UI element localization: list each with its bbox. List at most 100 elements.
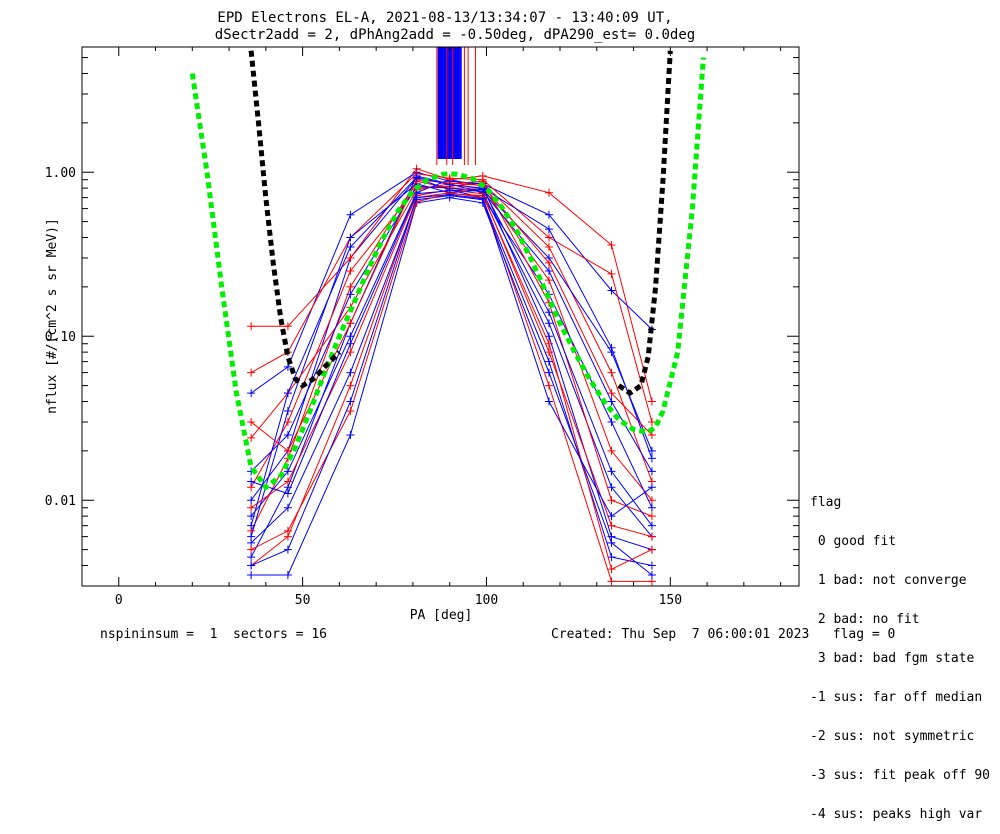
x-tick-label: 50 bbox=[295, 593, 311, 608]
legend-entry: -1 sus: far off median bbox=[810, 690, 983, 705]
data-point bbox=[544, 242, 553, 251]
data-point bbox=[283, 446, 292, 455]
data-point bbox=[412, 173, 421, 182]
data-point bbox=[283, 417, 292, 426]
data-point bbox=[283, 407, 292, 416]
data-area bbox=[189, 47, 706, 586]
fit-curve-black bbox=[248, 50, 342, 389]
data-point bbox=[412, 193, 421, 202]
x-tick-label: 100 bbox=[475, 593, 498, 608]
chart-axes: 0 50 100 150 0.01 0.10 1.00 bbox=[45, 47, 799, 608]
data-point bbox=[346, 381, 355, 390]
plot-frame bbox=[81, 46, 800, 587]
data-point bbox=[647, 571, 656, 580]
data-point bbox=[247, 553, 256, 562]
y-tick-label: 0.10 bbox=[45, 330, 76, 345]
data-point bbox=[647, 521, 656, 530]
data-point bbox=[346, 397, 355, 406]
data-point bbox=[544, 210, 553, 219]
data-point bbox=[247, 389, 256, 398]
data-point bbox=[247, 538, 256, 547]
data-point bbox=[247, 477, 256, 486]
data-point bbox=[346, 407, 355, 416]
data-point bbox=[283, 430, 292, 439]
data-point bbox=[283, 489, 292, 498]
data-point bbox=[247, 545, 256, 554]
data-point bbox=[607, 343, 616, 352]
series-line bbox=[250, 189, 653, 538]
data-point bbox=[607, 553, 616, 562]
data-point bbox=[607, 389, 616, 398]
data-point bbox=[247, 521, 256, 530]
data-point bbox=[283, 322, 292, 331]
data-point bbox=[247, 417, 256, 426]
data-point bbox=[607, 521, 616, 530]
data-point bbox=[346, 233, 355, 242]
data-point bbox=[544, 233, 553, 242]
legend-entry: -3 sus: fit peak off 90 bbox=[810, 768, 991, 783]
x-tick-label: 150 bbox=[659, 593, 682, 608]
data-point bbox=[607, 397, 616, 406]
data-point bbox=[544, 258, 553, 267]
y-axis-label: nflux [#/(cm^2 s sr MeV)] bbox=[45, 218, 60, 414]
footer-right: Created: Thu Sep 7 06:00:01 2023 flag = … bbox=[551, 627, 896, 642]
data-point bbox=[544, 357, 553, 366]
data-point bbox=[607, 368, 616, 377]
data-point bbox=[544, 368, 553, 377]
data-point bbox=[607, 496, 616, 505]
pitch-angle-chart: 0 50 100 150 0.01 0.10 1.00 EPD Electrons EL-A… bbox=[45, 10, 800, 623]
data-point bbox=[544, 188, 553, 197]
data-point bbox=[346, 430, 355, 439]
series-line bbox=[250, 188, 653, 526]
data-point bbox=[647, 483, 656, 492]
data-point bbox=[346, 319, 355, 328]
data-point bbox=[445, 190, 454, 199]
legend-entry: -2 sus: not symmetric bbox=[810, 729, 975, 744]
data-point bbox=[607, 512, 616, 521]
data-point bbox=[607, 446, 616, 455]
legend-entry: 0 good fit bbox=[810, 534, 897, 549]
data-point bbox=[346, 332, 355, 341]
data-point bbox=[647, 397, 656, 406]
data-point bbox=[247, 571, 256, 580]
data-point bbox=[346, 242, 355, 251]
data-point bbox=[247, 368, 256, 377]
chart-marks bbox=[189, 47, 706, 586]
y-tick-label: 1.00 bbox=[45, 166, 76, 181]
chart-title-line2: dSectr2add = 2, dPhAng2add = -0.50deg, d… bbox=[215, 27, 695, 43]
data-point bbox=[346, 290, 355, 299]
data-point bbox=[247, 322, 256, 331]
fit-curve-black bbox=[617, 50, 673, 397]
data-point bbox=[346, 210, 355, 219]
data-point bbox=[346, 368, 355, 377]
data-point bbox=[607, 577, 616, 586]
chart-title-line1: EPD Electrons EL-A, 2021-08-13/13:34:07 … bbox=[217, 10, 672, 26]
data-point bbox=[607, 565, 616, 574]
data-point bbox=[544, 339, 553, 348]
series-line bbox=[250, 180, 653, 532]
fit-curve-green bbox=[189, 57, 706, 491]
data-point bbox=[247, 496, 256, 505]
data-point bbox=[544, 397, 553, 406]
series-line bbox=[250, 180, 653, 517]
x-tick-label: 0 bbox=[115, 593, 123, 608]
data-point bbox=[647, 512, 656, 521]
data-point bbox=[607, 417, 616, 426]
data-point bbox=[607, 538, 616, 547]
data-point bbox=[247, 503, 256, 512]
data-point bbox=[283, 503, 292, 512]
y-tick-label: 0.01 bbox=[45, 494, 76, 509]
data-point bbox=[544, 225, 553, 234]
x-axis-label: PA [deg] bbox=[410, 608, 473, 623]
data-point bbox=[283, 526, 292, 535]
data-point bbox=[607, 483, 616, 492]
data-point bbox=[544, 332, 553, 341]
data-point bbox=[346, 253, 355, 262]
data-point bbox=[346, 266, 355, 275]
data-point bbox=[247, 561, 256, 570]
data-point bbox=[283, 467, 292, 476]
data-point bbox=[647, 532, 656, 541]
legend-entry: 1 bad: not converge bbox=[810, 573, 967, 588]
data-point bbox=[647, 496, 656, 505]
data-point bbox=[283, 571, 292, 580]
